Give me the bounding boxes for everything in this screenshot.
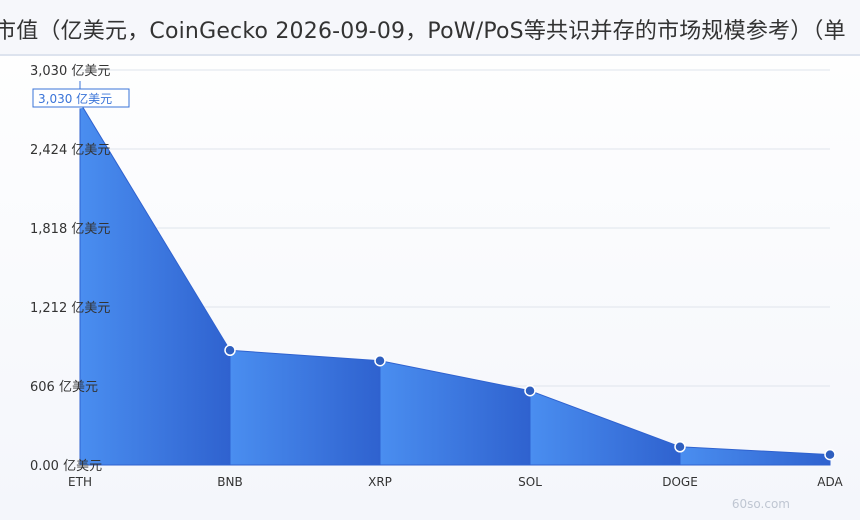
x-axis-labels: ETH BNB XRP SOL DOGE ADA: [68, 475, 843, 489]
callout-box: [32, 88, 130, 108]
area-segment-sol-doge: [529, 389, 681, 466]
x-tick-label-sol: SOL: [518, 475, 542, 489]
callout-label: 3,030 亿美元: [38, 91, 112, 106]
callout: 3,030 亿美元: [32, 81, 130, 108]
y-axis-labels: 0.00 亿美元 606 亿美元 1,212 亿美元 1,818 亿美元 2,424 亿…: [30, 64, 110, 474]
x-tick-label-bnb: BNB: [217, 475, 242, 489]
area-series: [79, 100, 831, 466]
data-point-bnb[interactable]: [224, 344, 236, 357]
y-tick-label: 606 亿美元: [30, 380, 98, 395]
y-tick-label: 0.00 亿美元: [30, 459, 102, 474]
data-point-sol[interactable]: [524, 384, 536, 397]
y-tick-label: 1,818 亿美元: [30, 222, 110, 237]
y-tick-label: 1,212 亿美元: [30, 301, 110, 316]
data-point-xrp[interactable]: [374, 354, 386, 367]
area-segment-xrp-sol: [379, 360, 531, 466]
area-segment-doge-ada: [679, 446, 831, 466]
y-tick-label: 2,424 亿美元: [30, 143, 110, 158]
watermark: 60so.com: [732, 497, 790, 511]
chart-title: 市值（亿美元，CoinGecko 2026-09-09，PoW/PoS等共识并存…: [0, 19, 846, 44]
title-bar: 市值（亿美元，CoinGecko 2026-09-09，PoW/PoS等共识并存…: [0, 0, 860, 56]
data-point-ada[interactable]: [824, 448, 836, 461]
x-tick-label-eth: ETH: [68, 475, 92, 489]
x-tick-label-doge: DOGE: [662, 475, 698, 489]
data-point-doge[interactable]: [674, 440, 686, 453]
x-tick-label-ada: ADA: [817, 475, 843, 489]
y-tick-label: 3,030 亿美元: [30, 64, 110, 79]
x-tick-label-xrp: XRP: [368, 475, 392, 489]
area-segment-bnb-xrp: [229, 349, 381, 466]
